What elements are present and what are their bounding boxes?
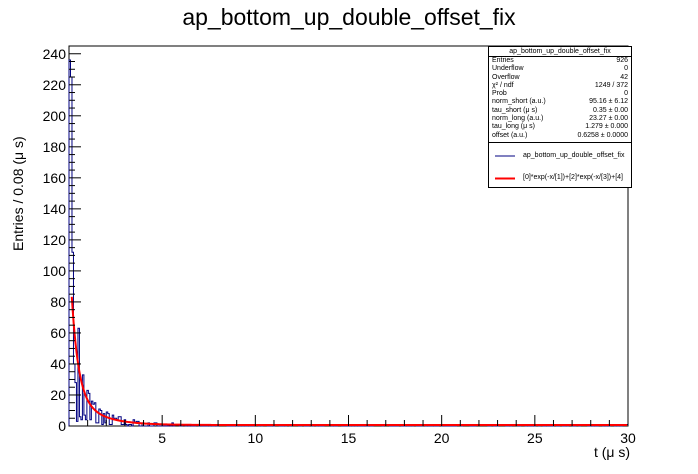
stats-row-value: 0 [624, 65, 628, 73]
x-tick-label: 15 [341, 430, 357, 446]
legend-fit-swatch [495, 177, 515, 180]
stats-row-value: 23.27 ± 0.00 [589, 115, 628, 123]
stats-row: χ² / ndf 1249 / 372 [489, 82, 631, 90]
stats-row-value: 0.35 ± 0.00 [593, 106, 628, 114]
stats-row-value: 42 [620, 73, 628, 81]
stats-row: Underflow 0 [489, 65, 631, 73]
stats-row-label: Overflow [492, 73, 520, 81]
legend-fit-label: [0]*exp(-x/[1])+[2]*exp(-x/[3])+[4] [523, 174, 623, 181]
y-tick-label: 220 [43, 77, 67, 93]
y-tick-label: 160 [43, 170, 67, 186]
chart-title: ap_bottom_up_double_offset_fix [182, 4, 516, 30]
stats-box: ap_bottom_up_double_offset_fix Entries 92… [488, 46, 632, 144]
stats-row-label: tau_short (μ s) [492, 106, 538, 114]
stats-row: tau_short (μ s) 0.35 ± 0.00 [489, 107, 631, 115]
x-tick-label: 20 [434, 430, 450, 446]
y-tick-label: 40 [50, 356, 66, 372]
stats-row-label: tau_long (μ s) [492, 123, 535, 131]
x-tick-label: 5 [158, 430, 166, 446]
stats-row-value: 0 [624, 90, 628, 98]
stats-row: Prob 0 [489, 90, 631, 98]
stats-row-label: Prob [492, 90, 507, 98]
x-tick-label: 30 [620, 430, 636, 446]
stats-row: norm_short (a.u.) 95.16 ± 6.12 [489, 98, 631, 106]
y-tick-label: 120 [43, 232, 67, 248]
legend-histogram-label: ap_bottom_up_double_offset_fix [523, 152, 625, 159]
x-axis-label: t (μ s) [593, 444, 630, 460]
stats-row-value: 0.6258 ± 0.0000 [577, 131, 628, 139]
stats-row-label: Underflow [492, 65, 524, 73]
y-tick-label: 200 [43, 108, 67, 124]
y-tick-label: 140 [43, 201, 67, 217]
stats-row-value: 1249 / 372 [594, 81, 628, 89]
y-axis-label: Entries / 0.08 (μ s) [10, 136, 26, 251]
stats-row-label: norm_long (a.u.) [492, 115, 544, 123]
stats-row-value: 1.279 ± 0.000 [585, 123, 628, 131]
y-tick-label: 60 [50, 325, 66, 341]
stats-box-title: ap_bottom_up_double_offset_fix [489, 47, 631, 57]
y-tick-label: 0 [58, 418, 66, 434]
y-tick-label: 100 [43, 263, 67, 279]
stats-row: Entries 926 [489, 57, 631, 65]
y-tick-label: 80 [50, 294, 66, 310]
legend-histogram-swatch [495, 155, 515, 157]
x-tick-label: 10 [248, 430, 264, 446]
stats-row-label: offset (a.u.) [492, 131, 528, 139]
stats-row: tau_long (μ s) 1.279 ± 0.000 [489, 123, 631, 131]
stats-row-label: norm_short (a.u.) [492, 98, 546, 106]
y-tick-label: 20 [50, 387, 66, 403]
stats-row: Overflow 42 [489, 74, 631, 82]
legend-entry-fit: [0]*exp(-x/[1])+[2]*exp(-x/[3])+[4] [489, 171, 631, 185]
legend-entry-histogram: ap_bottom_up_double_offset_fix [489, 149, 631, 163]
x-tick-label: 25 [527, 430, 543, 446]
stats-row-value: 95.16 ± 6.12 [589, 98, 628, 106]
stats-row: norm_long (a.u.) 23.27 ± 0.00 [489, 115, 631, 123]
stats-row-label: Entries [492, 57, 514, 64]
legend: ap_bottom_up_double_offset_fix [0]*exp(-… [488, 142, 632, 188]
stats-row: offset (a.u.) 0.6258 ± 0.0000 [489, 132, 631, 140]
y-tick-label: 180 [43, 139, 67, 155]
stats-row-label: χ² / ndf [492, 81, 514, 89]
fit-curve [70, 296, 628, 427]
y-tick-label: 240 [43, 46, 67, 62]
stats-row-value: 926 [616, 57, 628, 64]
